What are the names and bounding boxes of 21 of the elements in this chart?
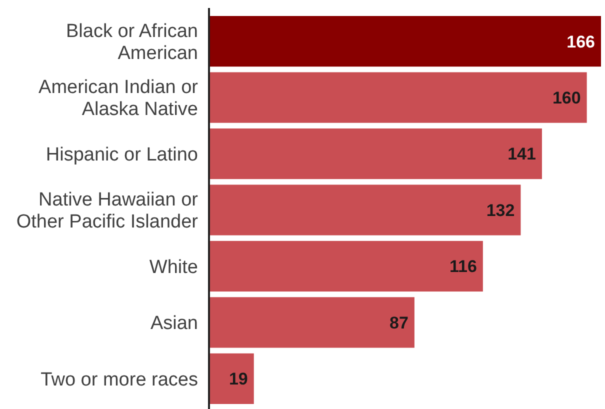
data-label: 160 xyxy=(552,88,581,108)
bar xyxy=(209,16,601,67)
bar xyxy=(209,240,483,292)
bar xyxy=(209,353,254,404)
data-label: 166 xyxy=(566,32,595,52)
data-label: 87 xyxy=(390,313,408,332)
bar xyxy=(209,297,414,348)
y-tick-label: Black or African American xyxy=(66,20,198,64)
data-label: 132 xyxy=(486,200,515,220)
bar xyxy=(209,184,521,236)
data-label: 19 xyxy=(228,370,248,389)
y-tick-label: American Indian or Alaska Native xyxy=(38,77,199,120)
bar xyxy=(209,128,542,180)
y-tick-label: White xyxy=(149,256,198,278)
bar xyxy=(209,72,587,123)
y-tick-label: Two or more races xyxy=(40,369,198,390)
data-label: 116 xyxy=(449,257,477,276)
y-tick-label: Asian xyxy=(150,313,198,334)
data-label: 141 xyxy=(508,144,536,164)
y-tick-label: Hispanic or Latino xyxy=(46,144,198,166)
y-tick-label: Native Hawaiian or Other Pacific Islander xyxy=(16,190,199,233)
